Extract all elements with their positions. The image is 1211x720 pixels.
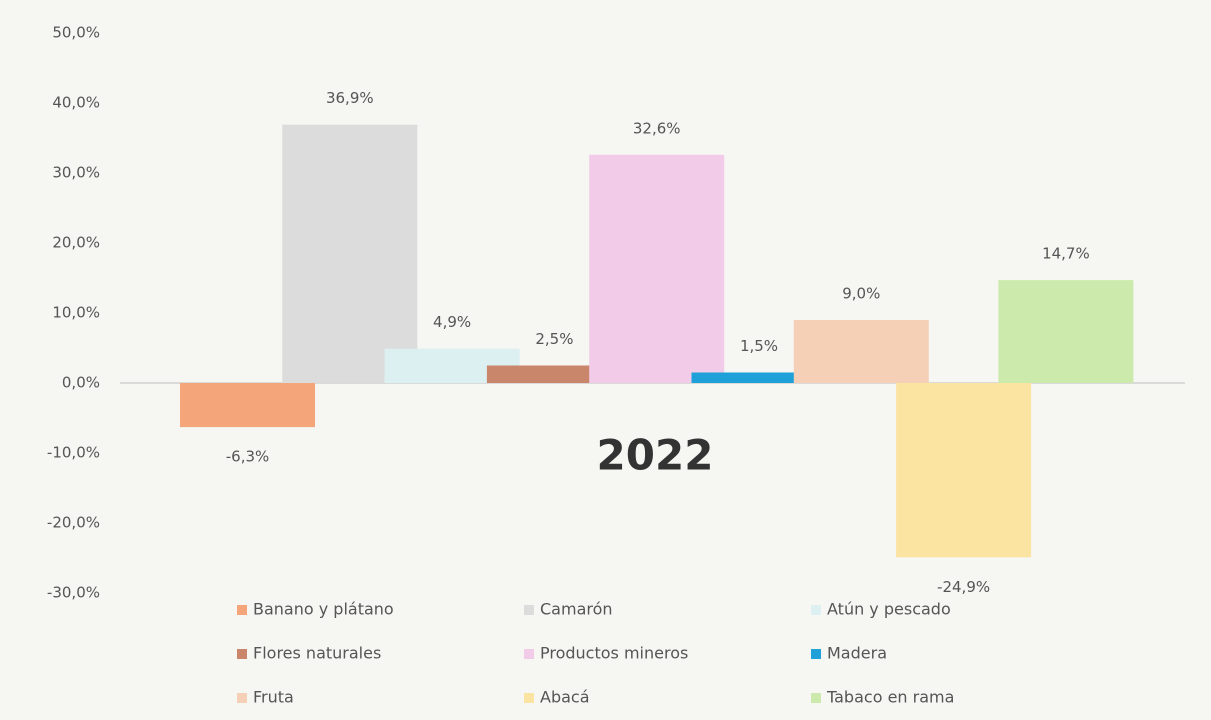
bar [282, 124, 418, 383]
legend-label: Tabaco en rama [826, 688, 954, 707]
y-tick-label: 10,0% [52, 304, 100, 322]
bar [589, 154, 725, 383]
bar [691, 372, 827, 383]
data-label: 36,9% [326, 89, 374, 107]
legend-swatch [811, 693, 821, 703]
legend-label: Camarón [540, 600, 613, 619]
bar [180, 383, 315, 428]
data-label: 14,7% [1042, 245, 1090, 263]
legend-swatch [811, 649, 821, 659]
y-tick-label: 30,0% [52, 164, 100, 182]
legend-swatch [237, 693, 247, 703]
legend-swatch [237, 649, 247, 659]
data-label: 9,0% [842, 285, 880, 303]
bar [998, 280, 1134, 383]
legend-label: Fruta [253, 688, 294, 707]
legend-swatch [524, 693, 534, 703]
data-label: -24,9% [937, 578, 990, 596]
y-tick-label: 40,0% [52, 94, 100, 112]
legend-swatch [524, 605, 534, 615]
legend-label: Abacá [540, 688, 590, 707]
y-tick-label: -20,0% [47, 514, 100, 532]
y-tick-label: 0,0% [62, 374, 100, 392]
legend-label: Productos mineros [540, 644, 688, 663]
legend-swatch [811, 605, 821, 615]
y-tick-label: -10,0% [47, 444, 100, 462]
legend-label: Banano y plátano [253, 600, 394, 619]
legend-label: Atún y pescado [827, 600, 951, 619]
y-tick-label: 50,0% [52, 24, 100, 42]
legend-swatch [237, 605, 247, 615]
bar [896, 383, 1032, 558]
y-tick-label: -30,0% [47, 584, 100, 602]
data-label: 2,5% [535, 330, 573, 348]
data-label: 32,6% [633, 119, 681, 137]
bar [793, 320, 929, 383]
legend-label: Madera [827, 644, 887, 663]
legend-label: Flores naturales [253, 644, 381, 663]
data-label: 1,5% [740, 337, 778, 355]
legend-swatch [524, 649, 534, 659]
x-category-label: 2022 [597, 431, 714, 480]
y-tick-label: 20,0% [52, 234, 100, 252]
bar [486, 365, 622, 383]
data-label: 4,9% [433, 313, 471, 331]
data-label: -6,3% [226, 448, 270, 466]
